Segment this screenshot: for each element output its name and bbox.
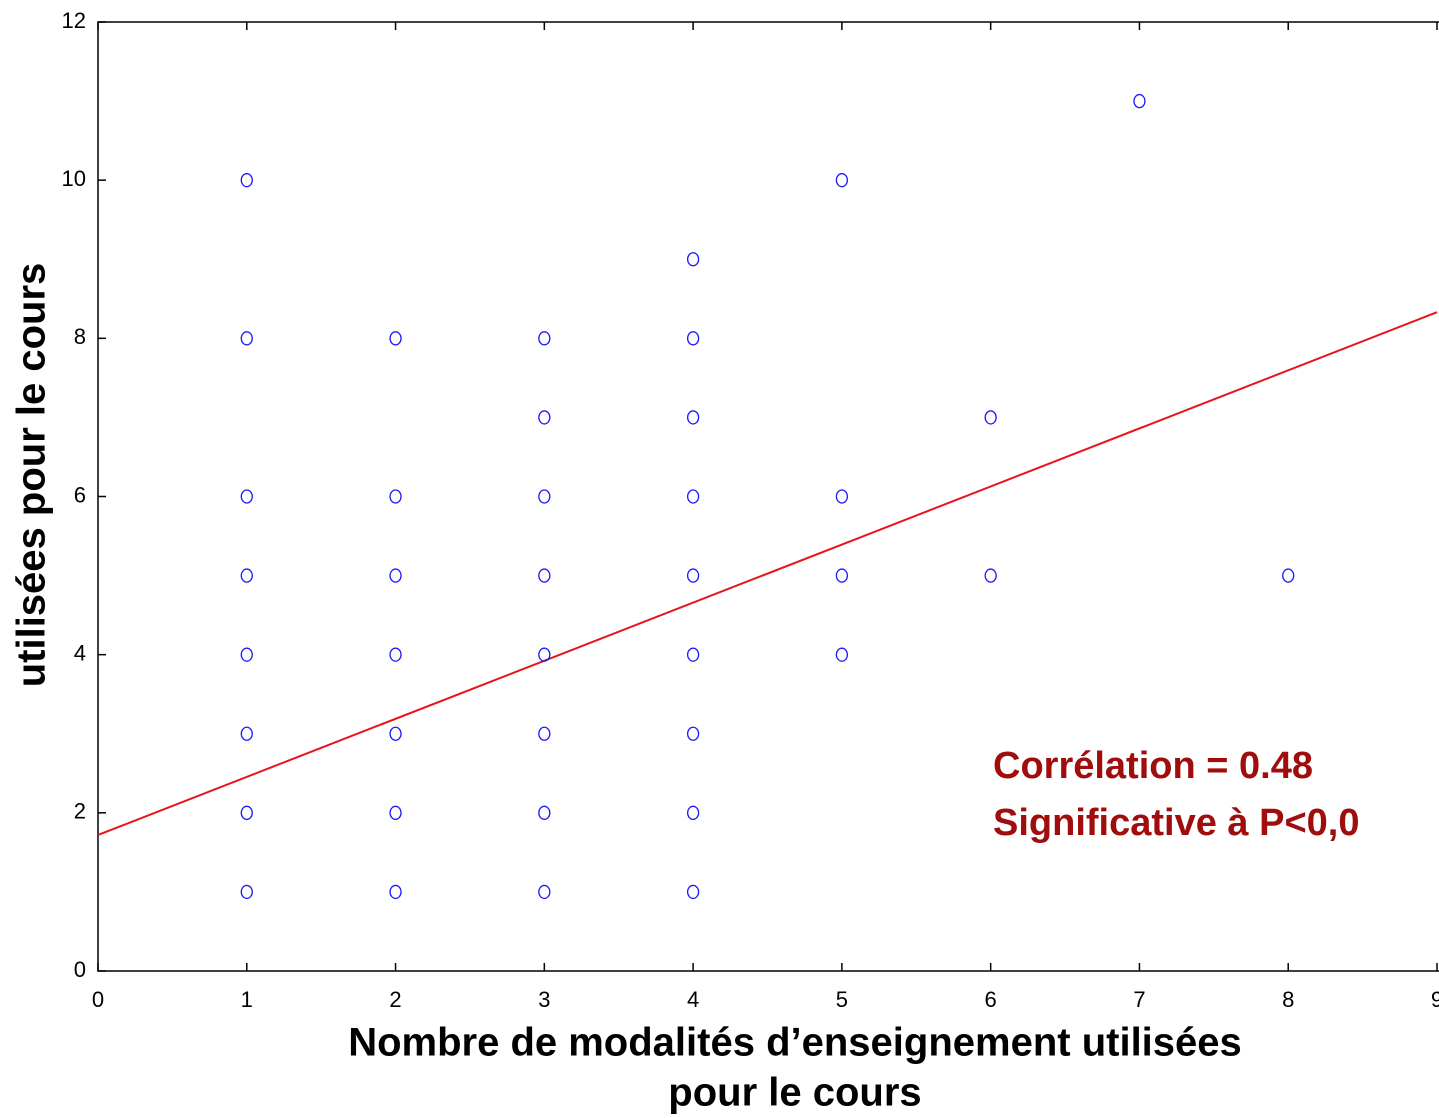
y-tick-label: 10	[62, 166, 86, 191]
y-tick-label: 0	[74, 957, 86, 982]
point	[538, 805, 551, 820]
point	[686, 568, 700, 583]
x-tick-label: 9	[1431, 987, 1439, 1012]
y-tick-label: 8	[74, 324, 86, 349]
point	[835, 489, 849, 504]
y-axis-title: utilisées pour le cours	[10, 263, 54, 688]
x-tick-label: 8	[1282, 987, 1294, 1012]
x-tick-label: 5	[836, 987, 848, 1012]
point	[240, 805, 253, 820]
x-axis-title: Nombre de modalités d’enseignement utili…	[348, 1021, 1242, 1065]
y-tick-label: 2	[74, 799, 86, 824]
point	[240, 884, 253, 900]
x-tick-label: 3	[538, 987, 550, 1012]
point	[686, 252, 700, 267]
point	[984, 410, 997, 425]
point	[389, 331, 402, 346]
point	[686, 884, 700, 900]
point	[835, 647, 849, 662]
point	[686, 410, 700, 425]
point	[240, 647, 253, 662]
point	[538, 884, 551, 900]
point	[1282, 568, 1295, 583]
point	[389, 726, 402, 741]
point	[240, 331, 253, 346]
point	[240, 489, 253, 504]
point	[389, 884, 402, 900]
point	[686, 489, 700, 504]
point	[240, 173, 253, 188]
x-tick-label: 1	[241, 987, 253, 1012]
point	[835, 173, 849, 188]
x-axis-title: pour le cours	[668, 1071, 921, 1115]
x-tick-label: 6	[985, 987, 997, 1012]
point	[389, 489, 402, 504]
point	[538, 647, 551, 662]
x-tick-label: 4	[687, 987, 699, 1012]
y-tick-label: 4	[74, 640, 86, 665]
annotation: Significative à P<0,0	[993, 802, 1359, 844]
point	[538, 489, 551, 504]
point	[538, 726, 551, 741]
point	[1133, 93, 1146, 109]
annotation: Corrélation = 0.48	[993, 745, 1313, 787]
point	[389, 805, 402, 820]
trend-line	[97, 311, 1438, 836]
point	[240, 726, 253, 741]
x-tick-label: 7	[1133, 987, 1145, 1012]
point	[686, 805, 700, 820]
x-tick-label: 0	[92, 987, 104, 1012]
y-tick-label: 6	[74, 482, 86, 507]
point	[835, 568, 849, 583]
point	[538, 331, 551, 346]
point	[240, 568, 253, 583]
x-tick-label: 2	[389, 987, 401, 1012]
point	[538, 568, 551, 583]
point	[538, 410, 551, 425]
y-tick-label: 12	[62, 8, 86, 33]
point	[686, 647, 700, 662]
point	[389, 568, 402, 583]
point	[389, 647, 402, 662]
point	[686, 726, 700, 741]
point	[984, 568, 997, 583]
point	[686, 331, 700, 346]
